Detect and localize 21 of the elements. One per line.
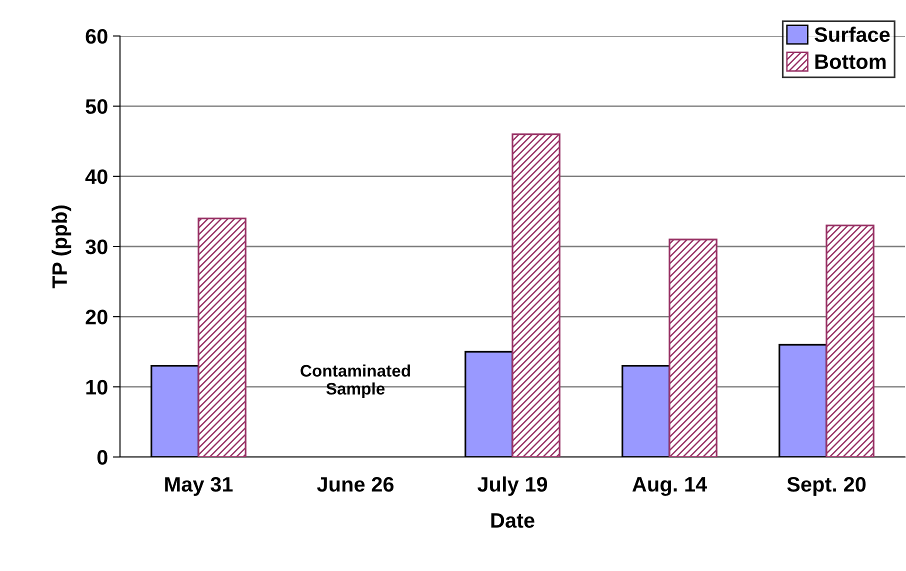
- bar: [668, 238, 718, 457]
- annotation: Contaminated Sample: [300, 364, 410, 398]
- bar: [198, 218, 246, 457]
- y-tick-label: 50: [86, 99, 108, 114]
- x-tick-label: June 26: [317, 476, 394, 492]
- y-tick-label: 20: [86, 310, 108, 324]
- y-tick-label: 40: [85, 169, 108, 184]
- legend-label: Surface: [814, 26, 890, 42]
- x-tick-label: May 31: [165, 476, 233, 496]
- bar: [512, 133, 560, 457]
- x-tick-label: Sept. 20: [787, 476, 866, 496]
- legend-label: Bottom: [815, 54, 886, 70]
- x-axis-title: Date: [491, 513, 534, 528]
- bar: [826, 224, 874, 457]
- y-tick-label: 0: [97, 450, 108, 465]
- y-tick-label: 60: [86, 29, 108, 44]
- y-tick-label: 10: [86, 380, 108, 395]
- x-tick-label: Aug. 14: [632, 477, 708, 496]
- y-tick-label: 30: [86, 240, 108, 254]
- x-tick-label: July 19: [477, 476, 548, 496]
- y-axis-title: TP (ppb): [52, 205, 72, 288]
